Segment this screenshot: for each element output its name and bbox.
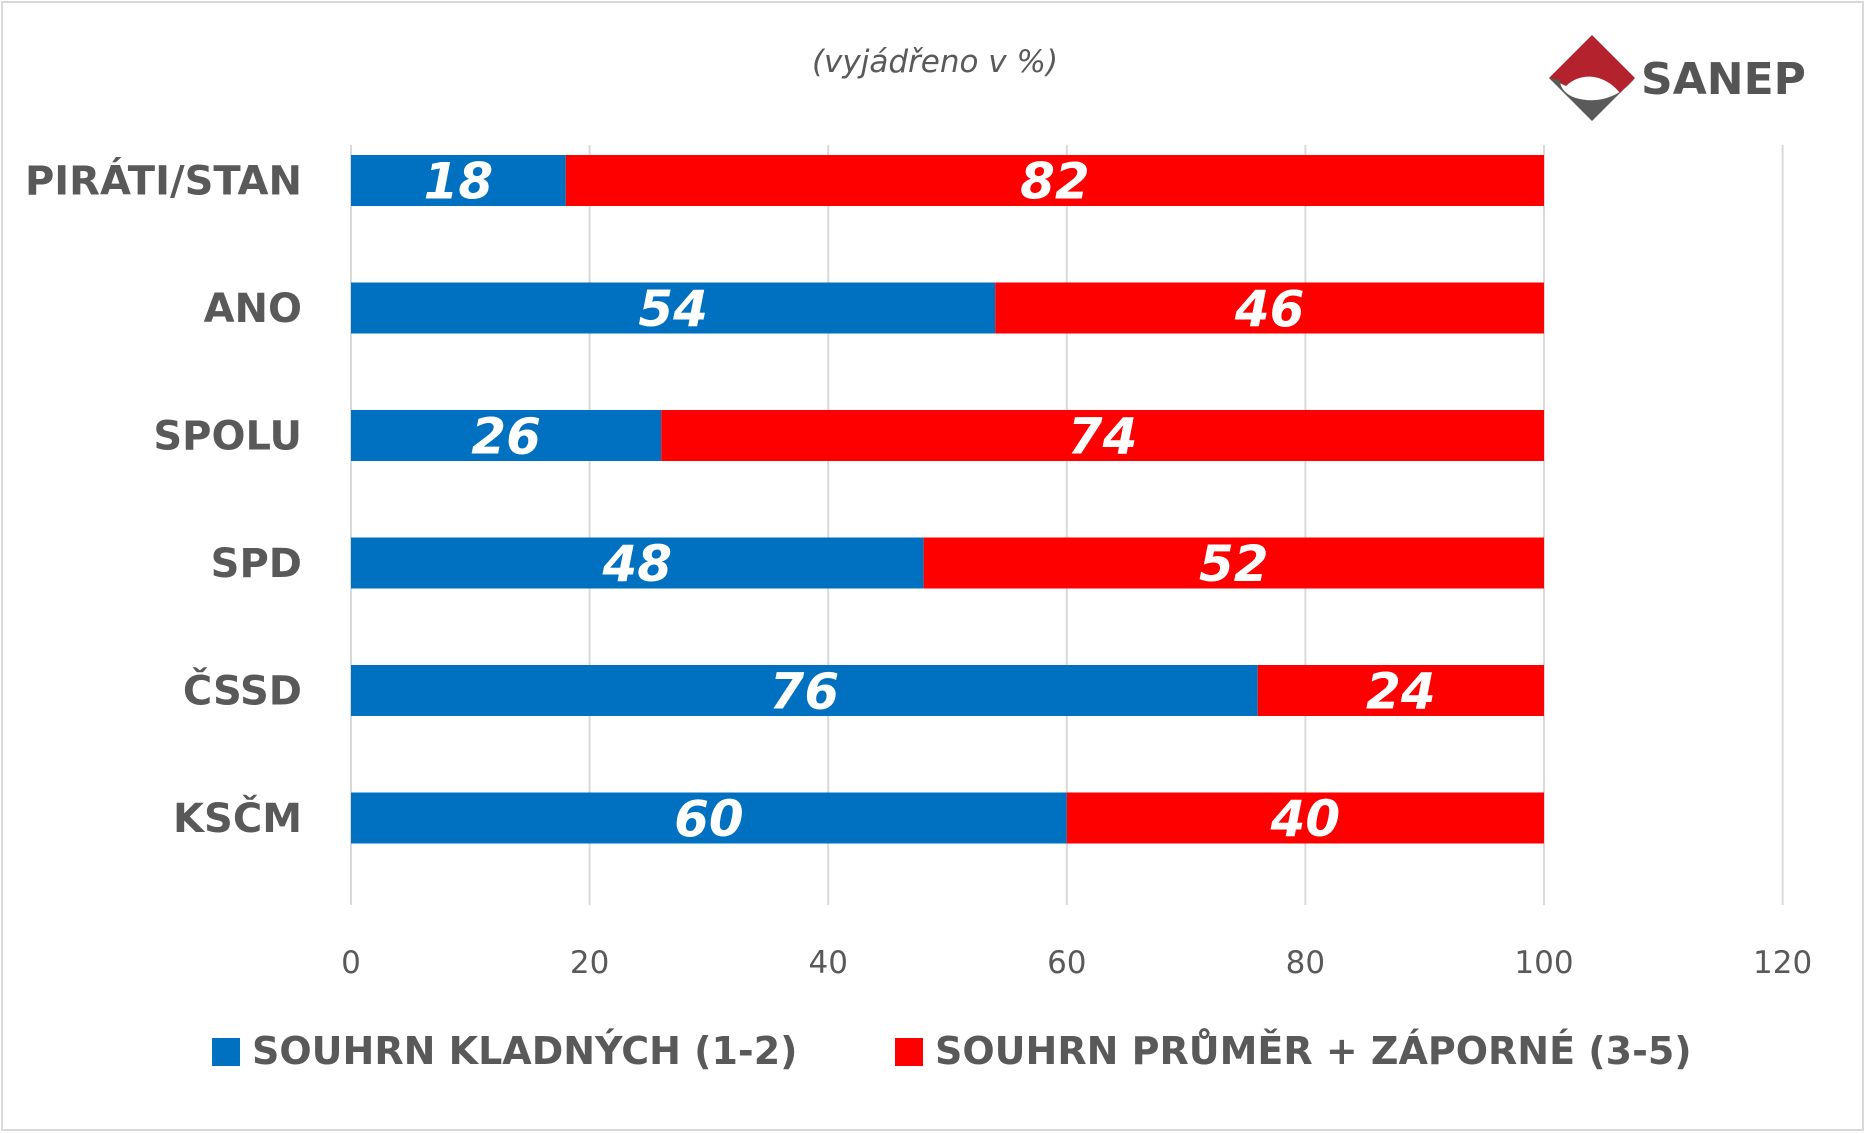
grid-lines bbox=[350, 145, 1784, 905]
legend-swatch-1 bbox=[212, 1038, 240, 1066]
legend-swatch-2 bbox=[895, 1038, 923, 1066]
chart-subtitle: (vyjádřeno v %) bbox=[812, 44, 1058, 80]
tick-label-20: 20 bbox=[570, 945, 609, 981]
tick-label-60: 60 bbox=[1047, 945, 1086, 981]
category-label-ano: ANO bbox=[204, 286, 302, 332]
data-label-cssd-series-2: 24 bbox=[1366, 663, 1436, 721]
tick-label-40: 40 bbox=[808, 945, 847, 981]
data-label-pirati-stan-series-2: 82 bbox=[1020, 153, 1090, 211]
tick-label-120: 120 bbox=[1753, 945, 1812, 981]
data-label-spd-series-1: 48 bbox=[602, 535, 673, 593]
category-label-spd: SPD bbox=[211, 541, 302, 587]
category-label-spolu: SPOLU bbox=[153, 414, 302, 460]
tick-label-100: 100 bbox=[1514, 945, 1573, 981]
category-label-pirati-stan: PIRÁTI/STAN bbox=[25, 157, 302, 205]
data-label-ano-series-2: 46 bbox=[1234, 280, 1305, 338]
bars bbox=[351, 155, 1544, 844]
bar-ano-series-1 bbox=[351, 282, 996, 334]
bar-spd-series-2 bbox=[923, 537, 1544, 589]
category-label-kscm: KSČM bbox=[173, 794, 302, 842]
x-axis-tick-labels: 0 20 40 60 80 100 120 bbox=[341, 945, 1812, 981]
bar-spolu-series-2 bbox=[661, 410, 1544, 461]
legend-label-2: SOUHRN PRŮMĚR + ZÁPORNÉ (3-5) bbox=[935, 1029, 1692, 1073]
data-label-cssd-series-1: 76 bbox=[770, 663, 840, 721]
tick-label-80: 80 bbox=[1286, 945, 1325, 981]
tick-label-0: 0 bbox=[341, 945, 361, 981]
legend-label-1: SOUHRN KLADNÝCH (1-2) bbox=[252, 1029, 798, 1073]
data-label-kscm-series-1: 60 bbox=[674, 790, 744, 848]
bar-spd-series-1 bbox=[351, 537, 924, 589]
bar-spolu-series-1 bbox=[351, 410, 662, 461]
bar-ano-series-2 bbox=[995, 282, 1544, 334]
bar-pirati-stan-series-2 bbox=[565, 155, 1544, 206]
sanep-logo-mark-icon bbox=[1549, 35, 1635, 121]
bar-data-labels: 18 82 54 46 26 74 48 52 76 24 60 40 bbox=[424, 153, 1436, 849]
data-label-pirati-stan-series-1: 18 bbox=[424, 153, 494, 211]
bar-cssd-series-2 bbox=[1257, 665, 1544, 716]
sanep-logo: SANEP bbox=[1549, 35, 1806, 121]
bar-pirati-stan-series-1 bbox=[351, 155, 566, 206]
data-label-kscm-series-2: 40 bbox=[1270, 790, 1341, 848]
category-label-cssd: ČSSD bbox=[183, 667, 302, 715]
bar-kscm-series-1 bbox=[351, 792, 1067, 844]
bar-cssd-series-1 bbox=[351, 665, 1258, 716]
data-label-spolu-series-2: 74 bbox=[1068, 408, 1138, 466]
data-label-spd-series-2: 52 bbox=[1199, 535, 1269, 593]
category-labels: PIRÁTI/STAN ANO SPOLU SPD ČSSD KSČM bbox=[25, 157, 302, 843]
data-label-ano-series-1: 54 bbox=[638, 280, 708, 338]
data-label-spolu-series-1: 26 bbox=[471, 408, 541, 466]
legend: SOUHRN KLADNÝCH (1-2) SOUHRN PRŮMĚR + ZÁP… bbox=[212, 1029, 1692, 1073]
logo-text: SANEP bbox=[1641, 54, 1806, 105]
bar-kscm-series-2 bbox=[1066, 792, 1544, 844]
